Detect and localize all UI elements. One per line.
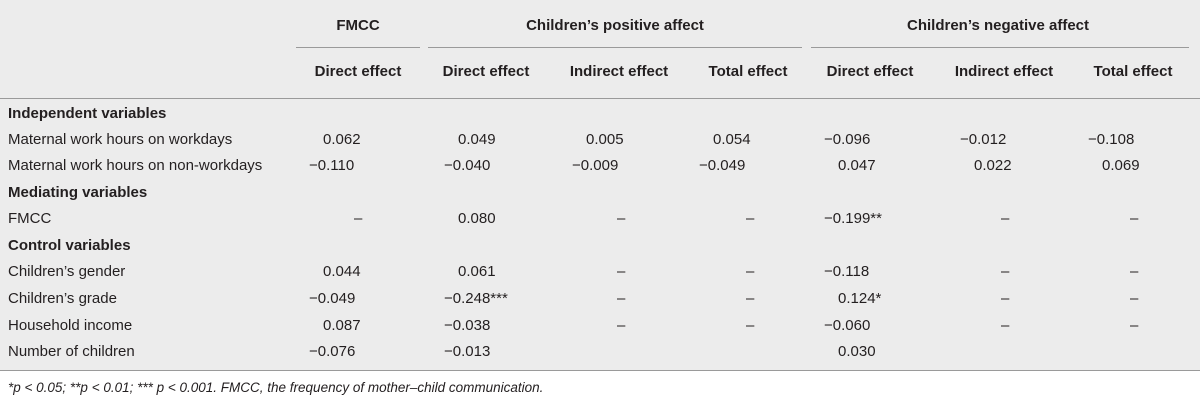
table-cell: −0.110 [309,157,355,174]
table-cell: −0.013 [444,343,491,360]
table-cell: – [746,290,755,307]
group-header-fmcc: FMCC [336,17,380,34]
section-control-variables: Control variables [8,237,131,254]
table-cell: 0.069 [1102,157,1140,174]
table-cell: −0.012 [960,131,1007,148]
results-table [0,0,1200,371]
subheader-fmcc-direct: Direct effect [314,63,402,80]
section-mediating-variables: Mediating variables [8,184,148,201]
table-cell: 0.044 [323,263,361,280]
table-cell: – [1130,210,1139,227]
table-cell: 0.124* [838,290,882,307]
table-bottom-rule [0,370,1200,371]
section-independent-variables: Independent variables [8,105,167,122]
table-footnote: *p < 0.05; **p < 0.01; *** p < 0.001. FM… [8,380,544,395]
table-cell: −0.038 [444,317,491,334]
table-cell: – [746,210,755,227]
table-cell: 0.022 [974,157,1012,174]
table-cell: – [354,210,363,227]
table-cell: −0.118 [824,263,870,280]
table-cell: −0.248*** [444,290,508,307]
group-underline-positive-affect [428,47,802,48]
table-cell: 0.061 [458,263,496,280]
row-label: Children’s grade [8,290,117,307]
subheader-pos-indirect: Indirect effect [569,63,669,80]
subheader-neg-direct: Direct effect [826,63,914,80]
header-divider [0,98,1200,99]
table-cell: −0.009 [572,157,619,174]
table-cell: 0.049 [458,131,496,148]
table-cell: 0.087 [323,317,361,334]
table-cell: 0.062 [323,131,361,148]
table-cell: 0.080 [458,210,496,227]
table-cell: – [1130,317,1139,334]
table-cell: – [1001,210,1010,227]
group-underline-negative-affect [811,47,1189,48]
table-cell: −0.199** [824,210,882,227]
table-cell: 0.005 [586,131,624,148]
table-cell: −0.108 [1088,131,1135,148]
table-cell: 0.054 [713,131,751,148]
subheader-pos-direct: Direct effect [442,63,530,80]
table-cell: – [746,263,755,280]
table-cell: −0.096 [824,131,871,148]
table-cell: 0.030 [838,343,876,360]
table-cell: – [617,263,626,280]
table-cell: – [1001,317,1010,334]
table-cell: – [746,317,755,334]
table-cell: −0.049 [309,290,356,307]
table-cell: 0.047 [838,157,876,174]
row-label: Number of children [8,343,135,360]
table-cell: −0.060 [824,317,871,334]
row-label: Maternal work hours on workdays [8,131,233,148]
subheader-pos-total: Total effect [708,63,788,80]
row-label: Maternal work hours on non-workdays [8,157,263,174]
row-label: Children’s gender [8,263,126,280]
row-label: FMCC [8,210,52,227]
row-label: Household income [8,317,133,334]
subheader-neg-total: Total effect [1093,63,1173,80]
table-cell: −0.049 [699,157,746,174]
table-cell: – [1130,263,1139,280]
group-header-negative-affect: Children’s negative affect [907,17,1089,34]
group-underline-fmcc [296,47,420,48]
table-cell: −0.076 [309,343,356,360]
table-cell: −0.040 [444,157,491,174]
group-header-positive-affect: Children’s positive affect [526,17,704,34]
table-cell: – [617,210,626,227]
table-cell: – [1001,290,1010,307]
table-cell: – [617,290,626,307]
table-cell: – [1001,263,1010,280]
table-cell: – [617,317,626,334]
subheader-neg-indirect: Indirect effect [954,63,1054,80]
table-cell: – [1130,290,1139,307]
